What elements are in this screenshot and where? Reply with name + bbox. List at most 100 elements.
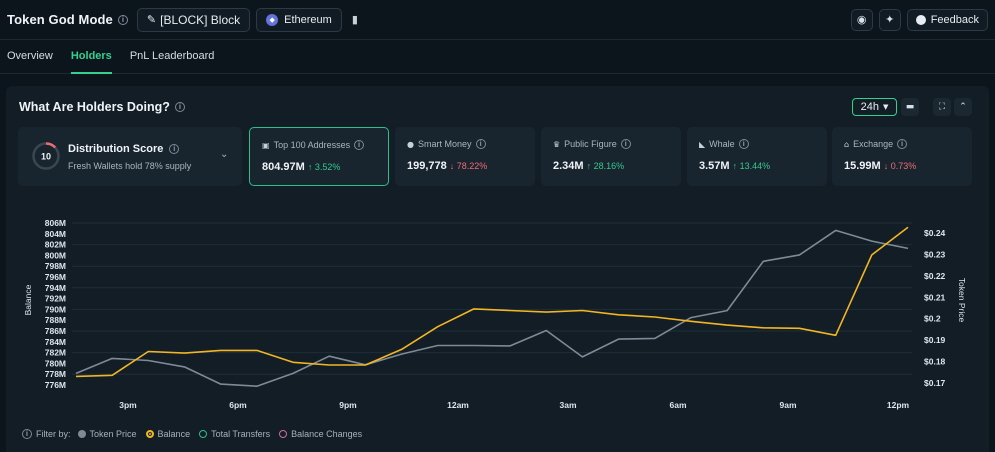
y-tick-label: 794M <box>45 283 66 293</box>
y2-tick-label: $0.19 <box>924 335 946 345</box>
stat-card-public-figure[interactable]: ♛ Public Figure i 2.34M ↑ 28.16% <box>541 127 681 186</box>
period-dropdown[interactable]: 24h ▼ <box>852 98 897 116</box>
chevron-down-icon[interactable]: ⌄ <box>220 149 229 160</box>
fullscreen-button[interactable]: ⛶ <box>933 98 951 116</box>
y2-tick-label: $0.17 <box>924 378 946 388</box>
tab-pnl-leaderboard[interactable]: PnL Leaderboard <box>129 50 215 62</box>
x-tick-label: 3am <box>559 400 576 410</box>
legend-item-balance-changes[interactable]: Balance Changes <box>279 429 362 439</box>
y-tick-label: 796M <box>45 272 66 282</box>
copy-icon[interactable]: ▮ <box>351 13 358 26</box>
calendar-icon: ▬ <box>905 102 915 112</box>
y-tick-label: 778M <box>45 369 66 379</box>
watch-button[interactable]: ◉ <box>850 8 873 31</box>
legend-label: Balance Changes <box>291 429 363 439</box>
stat-card-smart-money[interactable]: ● Smart Money i 199,778 ↓ 78.22% <box>395 127 535 186</box>
x-tick-label: 6pm <box>229 400 247 410</box>
y-tick-label: 800M <box>45 250 66 260</box>
caret-down-icon: ▼ <box>882 103 889 111</box>
y-tick-label: 786M <box>45 326 66 336</box>
x-tick-label: 6am <box>669 400 686 410</box>
tab-holders[interactable]: Holders <box>70 40 112 74</box>
score-ring-icon: 10 <box>32 142 60 170</box>
stat-card-top-100[interactable]: ▣ Top 100 Addresses i 804.97M ↑ 3.52% <box>249 127 389 186</box>
tab-overview[interactable]: Overview <box>7 50 53 62</box>
legend-item-total-transfers[interactable]: Total Transfers <box>199 429 270 439</box>
card-change: ↑ 13.44% <box>732 161 771 171</box>
info-icon[interactable]: i <box>475 139 486 149</box>
info-icon[interactable]: i <box>174 102 185 112</box>
series-line-balance <box>75 226 909 378</box>
chevron-up-icon: ⌃ <box>959 102 967 112</box>
y2-axis-label: Token Price <box>957 278 967 323</box>
token-label: [BLOCK] Block <box>160 12 241 27</box>
card-change: ↓ 0.73% <box>883 161 917 171</box>
stat-card-exchange[interactable]: ⌂ Exchange i 15.99M ↓ 0.73% <box>832 127 972 186</box>
series-line-token-price <box>75 229 909 387</box>
legend-item-token-price[interactable]: Token Price <box>77 429 137 439</box>
expand-icon: ⛶ <box>938 102 946 112</box>
x-tick-label: 3pm <box>119 400 137 410</box>
distribution-score-card[interactable]: 10 Distribution Score i Fresh Wallets ho… <box>18 127 242 186</box>
ethereum-icon: ◆ <box>266 13 279 26</box>
info-icon[interactable]: i <box>354 140 365 150</box>
info-icon[interactable]: i <box>738 139 749 149</box>
card-label: Smart Money <box>417 139 472 149</box>
card-change: ↓ 78.22% <box>449 161 488 171</box>
info-icon[interactable]: i <box>117 14 128 25</box>
feedback-button[interactable]: Feedback <box>906 8 988 31</box>
card-value: 15.99M <box>844 160 881 172</box>
card-label: Public Figure <box>564 139 617 149</box>
pencil-icon: ✎ <box>146 13 157 26</box>
y-tick-label: 802M <box>45 240 66 250</box>
whale-icon: ◣ <box>699 139 706 149</box>
card-value: 3.57M <box>699 160 730 172</box>
info-icon[interactable]: i <box>620 139 631 149</box>
x-tick-label: 12pm <box>887 400 910 410</box>
distribution-title: Distribution Score i <box>68 143 180 155</box>
brain-icon: ● <box>407 139 414 149</box>
info-icon[interactable]: i <box>897 139 908 149</box>
panel-title: What Are Holders Doing? i <box>19 100 185 114</box>
calendar-button[interactable]: ▬ <box>901 98 919 116</box>
distribution-score-value: 10 <box>41 152 51 162</box>
y-tick-label: 782M <box>45 348 66 358</box>
info-icon[interactable]: i <box>169 144 180 154</box>
y-tick-label: 788M <box>45 315 66 325</box>
legend-item-balance[interactable]: Balance <box>145 429 190 439</box>
chat-icon <box>915 14 926 25</box>
holders-panel: What Are Holders Doing? i 24h ▼ ▬ ⛶ ⌃ 10… <box>6 86 989 452</box>
card-change: ↑ 28.16% <box>586 161 625 171</box>
legend-dot <box>279 430 288 438</box>
y-tick-label: 784M <box>45 337 66 347</box>
legend-prefix: Filter by: <box>36 429 71 439</box>
y2-tick-label: $0.22 <box>924 271 946 281</box>
y2-tick-label: $0.18 <box>924 357 946 367</box>
user-icon: ♛ <box>553 139 561 149</box>
card-label: Whale <box>709 139 735 149</box>
y2-tick-label: $0.21 <box>924 292 946 302</box>
x-tick-label: 9am <box>779 400 796 410</box>
card-label: Top 100 Addresses <box>273 140 351 150</box>
card-value: 804.97M <box>262 161 305 173</box>
chain-label: Ethereum <box>284 13 332 26</box>
token-selector-button[interactable]: ✎ [BLOCK] Block <box>136 7 251 32</box>
y2-tick-label: $0.24 <box>924 228 946 238</box>
pin-button[interactable]: ✦ <box>878 8 901 31</box>
tab-bar: Overview Holders PnL Leaderboard <box>0 40 995 74</box>
distribution-subtitle: Fresh Wallets hold 78% supply <box>68 161 192 171</box>
y-tick-label: 804M <box>45 229 66 239</box>
y-tick-label: 790M <box>45 304 66 314</box>
card-value: 199,778 <box>407 160 447 172</box>
legend-dot <box>77 430 86 438</box>
y-tick-label: 780M <box>45 358 66 368</box>
chart-legend: i Filter by: Token Price Balance Total T… <box>22 429 371 439</box>
collapse-button[interactable]: ⌃ <box>954 98 972 116</box>
stat-card-whale[interactable]: ◣ Whale i 3.57M ↑ 13.44% <box>687 127 827 186</box>
legend-label: Total Transfers <box>211 429 271 439</box>
info-icon[interactable]: i <box>22 429 32 439</box>
y-tick-label: 776M <box>45 380 66 390</box>
chain-selector-button[interactable]: ◆ Ethereum <box>256 7 342 32</box>
card-change: ↑ 3.52% <box>307 162 341 172</box>
